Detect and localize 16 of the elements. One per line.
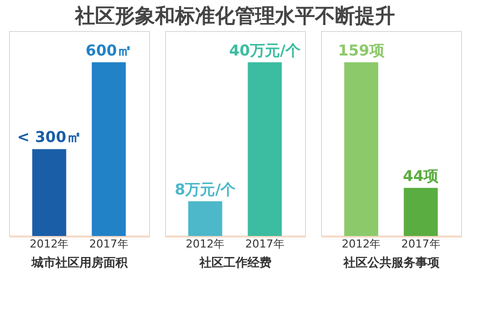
- data-label: < 300㎡: [17, 128, 82, 146]
- data-label: 600㎡: [86, 41, 132, 60]
- data-label: 44项: [402, 166, 440, 185]
- x-tick-label: 2017年: [89, 238, 128, 250]
- data-label: 159项: [338, 41, 386, 60]
- x-tick-label: 2012年: [342, 238, 381, 250]
- text: 社区形象和标准化管理水平不断提升: [74, 4, 395, 28]
- x-axis-title: 城市社区用房面积: [30, 256, 128, 270]
- x-tick-label: 2012年: [30, 238, 69, 250]
- x-axis-title: 社区工作经费: [198, 256, 272, 270]
- x-tick-label: 2017年: [401, 238, 440, 250]
- data-label: 40万元/个: [229, 41, 302, 60]
- x-tick-label: 2012年: [186, 238, 225, 250]
- x-tick-label: 2017年: [245, 238, 284, 250]
- x-axis-title: 社区公共服务事项: [342, 256, 440, 270]
- data-label: 8万元/个: [174, 180, 237, 198]
